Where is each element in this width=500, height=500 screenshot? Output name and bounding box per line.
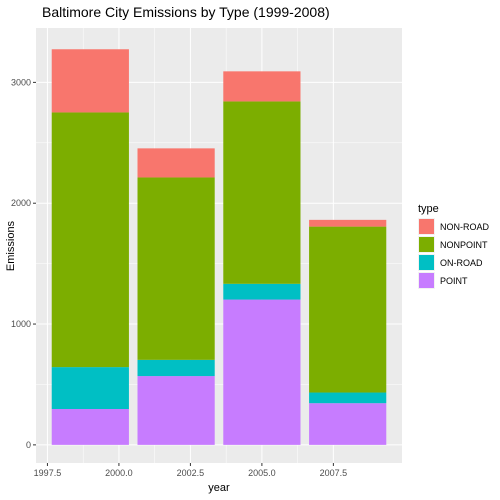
y-tick-label: 0 (26, 440, 31, 450)
x-tick-label: 2005.0 (248, 468, 276, 478)
bar-on-road-2002 (137, 359, 215, 377)
y-tick-label: 1000 (11, 319, 31, 329)
legend-label-on-road: ON-ROAD (440, 258, 483, 268)
bar-on-road-2008 (309, 392, 387, 404)
x-axis-title: year (208, 482, 230, 494)
bar-nonpoint-1999 (51, 112, 129, 368)
legend-swatch-non-road (419, 219, 434, 234)
bar-non-road-2005 (223, 71, 301, 102)
legend-swatch-nonpoint (419, 237, 434, 252)
bar-non-road-2002 (137, 148, 215, 178)
y-axis-ticks: 0 1000 2000 3000 (11, 77, 36, 450)
y-tick-label: 3000 (11, 77, 31, 87)
bar-on-road-1999 (51, 367, 129, 410)
x-axis-ticks: 1997.5 2000.0 2002.5 2005.0 2007.5 (34, 463, 347, 478)
legend-swatch-on-road (419, 255, 434, 270)
x-tick-label: 2000.0 (105, 468, 133, 478)
legend-label-nonpoint: NONPOINT (440, 240, 488, 250)
legend-title: type (418, 203, 439, 215)
bar-nonpoint-2008 (309, 226, 387, 393)
x-tick-label: 2007.5 (320, 468, 348, 478)
y-axis-title: Emissions (5, 220, 17, 271)
bar-non-road-2008 (309, 219, 387, 227)
legend-swatch-point (419, 273, 434, 288)
bar-point-2002 (137, 376, 215, 445)
y-tick-label: 2000 (11, 198, 31, 208)
bar-point-1999 (51, 409, 129, 445)
bar-nonpoint-2002 (137, 177, 215, 360)
legend-label-point: POINT (440, 276, 468, 286)
bar-point-2008 (309, 403, 387, 445)
legend-label-non-road: NON-ROAD (440, 222, 489, 232)
bars (51, 49, 387, 445)
bar-point-2005 (223, 299, 301, 445)
bar-on-road-2005 (223, 283, 301, 300)
legend: type NON-ROAD NONPOINT ON-ROAD POINT (418, 203, 489, 289)
x-tick-label: 2002.5 (177, 468, 205, 478)
bar-non-road-1999 (51, 49, 129, 113)
x-tick-label: 1997.5 (34, 468, 62, 478)
chart-title: Baltimore City Emissions by Type (1999-2… (42, 4, 330, 20)
bar-nonpoint-2005 (223, 101, 301, 284)
